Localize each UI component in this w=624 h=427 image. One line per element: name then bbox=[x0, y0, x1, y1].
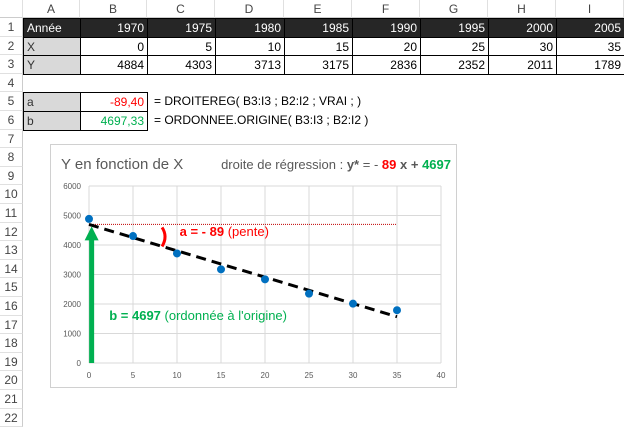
cell-E2[interactable]: 15 bbox=[284, 36, 353, 57]
column-header-B[interactable]: B bbox=[80, 0, 147, 18]
cell-C1[interactable]: 1975 bbox=[147, 18, 216, 38]
x-tick-label: 40 bbox=[437, 371, 446, 380]
y-tick-label: 4000 bbox=[63, 241, 81, 250]
data-point bbox=[393, 306, 401, 315]
cell-D1[interactable]: 1980 bbox=[215, 18, 285, 38]
cell-F2[interactable]: 20 bbox=[352, 36, 421, 57]
x-tick-label: 30 bbox=[349, 371, 358, 380]
cell-G1[interactable]: 1995 bbox=[420, 18, 489, 38]
column-header-C[interactable]: C bbox=[147, 0, 215, 18]
cell-E1[interactable]: 1985 bbox=[284, 18, 353, 38]
row-header-2[interactable]: 2 bbox=[0, 36, 23, 56]
cell-D3[interactable]: 3713 bbox=[215, 55, 285, 75]
row-header-10[interactable]: 10 bbox=[0, 185, 23, 204]
y-tick-label: 1000 bbox=[63, 330, 81, 339]
cell-C2[interactable]: 5 bbox=[147, 36, 216, 57]
cell-D2[interactable]: 10 bbox=[215, 36, 285, 57]
y-tick-label: 2000 bbox=[63, 300, 81, 309]
chart[interactable]: Y en fonction de X droite de régression … bbox=[50, 144, 457, 388]
cell-A2[interactable]: X bbox=[23, 36, 81, 57]
x-tick-label: 25 bbox=[305, 371, 314, 380]
row-header-14[interactable]: 14 bbox=[0, 259, 23, 279]
row-header-4[interactable]: 4 bbox=[0, 73, 23, 93]
data-point bbox=[305, 289, 313, 298]
intercept-annotation: b = 4697 (ordonnée à l'origine) bbox=[109, 308, 287, 323]
x-tick-label: 35 bbox=[393, 371, 402, 380]
cell-F3[interactable]: 2836 bbox=[352, 55, 421, 75]
row-header-17[interactable]: 17 bbox=[0, 315, 23, 335]
formula-note-a: = DROITEREG( B3:I3 ; B2:I2 ; VRAI ; ) bbox=[154, 94, 362, 109]
select-all-corner[interactable] bbox=[0, 0, 23, 18]
chart-title: Y en fonction de X bbox=[61, 156, 183, 173]
data-point bbox=[217, 265, 225, 274]
cell-G2[interactable]: 25 bbox=[420, 36, 489, 57]
cell-A6[interactable]: b bbox=[23, 111, 81, 131]
cell-A5[interactable]: a bbox=[23, 92, 81, 112]
row-header-9[interactable]: 9 bbox=[0, 166, 23, 186]
row-header-11[interactable]: 11 bbox=[0, 204, 23, 223]
row-header-5[interactable]: 5 bbox=[0, 92, 23, 111]
column-header-H[interactable]: H bbox=[488, 0, 556, 18]
row-header-20[interactable]: 20 bbox=[0, 371, 23, 390]
cell-B5[interactable]: -89,40 bbox=[80, 92, 148, 112]
cell-G3[interactable]: 2352 bbox=[420, 55, 489, 75]
row-header-8[interactable]: 8 bbox=[0, 148, 23, 167]
cell-H3[interactable]: 2011 bbox=[488, 55, 557, 75]
row-header-12[interactable]: 12 bbox=[0, 222, 23, 242]
row-header-19[interactable]: 19 bbox=[0, 352, 23, 372]
cell-I1[interactable]: 2005 bbox=[556, 18, 624, 38]
row-header-18[interactable]: 18 bbox=[0, 334, 23, 353]
column-header-A[interactable]: A bbox=[23, 0, 80, 18]
row-header-3[interactable]: 3 bbox=[0, 55, 23, 74]
column-header-G[interactable]: G bbox=[420, 0, 488, 18]
column-header-E[interactable]: E bbox=[284, 0, 352, 18]
cell-B3[interactable]: 4884 bbox=[80, 55, 148, 75]
data-point bbox=[349, 299, 357, 308]
cell-H1[interactable]: 2000 bbox=[488, 18, 557, 38]
chart-svg: Y en fonction de X droite de régression … bbox=[61, 156, 451, 380]
y-tick-label: 3000 bbox=[63, 271, 81, 280]
x-tick-label: 0 bbox=[87, 371, 92, 380]
cell-A1[interactable]: Année bbox=[23, 18, 81, 38]
cell-B2[interactable]: 0 bbox=[80, 36, 148, 57]
column-header-F[interactable]: F bbox=[352, 0, 420, 18]
y-tick-label: 0 bbox=[77, 359, 82, 368]
column-header-D[interactable]: D bbox=[215, 0, 284, 18]
x-tick-label: 10 bbox=[173, 371, 182, 380]
cell-B6[interactable]: 4697,33 bbox=[80, 111, 148, 131]
row-header-16[interactable]: 16 bbox=[0, 297, 23, 316]
slope-angle-arc bbox=[160, 226, 167, 248]
row-header-15[interactable]: 15 bbox=[0, 278, 23, 297]
data-point bbox=[173, 249, 181, 258]
data-point bbox=[261, 275, 269, 284]
y-tick-label: 6000 bbox=[63, 182, 81, 191]
trendline bbox=[88, 222, 398, 319]
cell-A3[interactable]: Y bbox=[23, 55, 81, 75]
cell-C3[interactable]: 4303 bbox=[147, 55, 216, 75]
cell-E3[interactable]: 3175 bbox=[284, 55, 353, 75]
data-point bbox=[85, 214, 93, 223]
row-header-21[interactable]: 21 bbox=[0, 390, 23, 409]
cell-I3[interactable]: 1789 bbox=[556, 55, 624, 75]
cell-B1[interactable]: 1970 bbox=[80, 18, 148, 38]
row-header-6[interactable]: 6 bbox=[0, 111, 23, 130]
row-header-1[interactable]: 1 bbox=[0, 18, 23, 37]
intercept-arrow-head bbox=[84, 226, 99, 241]
slope-annotation: a = - 89 (pente) bbox=[180, 224, 269, 239]
cell-F1[interactable]: 1990 bbox=[352, 18, 421, 38]
column-header-I[interactable]: I bbox=[556, 0, 624, 18]
cell-H2[interactable]: 30 bbox=[488, 36, 557, 57]
equation: droite de régression : y* = - 89 x + 469… bbox=[221, 157, 451, 172]
formula-note-b: = ORDONNEE.ORIGINE( B3:I3 ; B2:I2 ) bbox=[154, 113, 369, 127]
cell-I2[interactable]: 35 bbox=[556, 36, 624, 57]
data-point bbox=[129, 232, 137, 241]
x-tick-label: 5 bbox=[131, 371, 136, 380]
x-tick-label: 20 bbox=[261, 371, 270, 380]
y-tick-label: 5000 bbox=[63, 212, 81, 221]
row-header-13[interactable]: 13 bbox=[0, 241, 23, 260]
row-header-22[interactable]: 22 bbox=[0, 408, 23, 427]
x-tick-label: 15 bbox=[217, 371, 226, 380]
row-header-7[interactable]: 7 bbox=[0, 129, 23, 149]
